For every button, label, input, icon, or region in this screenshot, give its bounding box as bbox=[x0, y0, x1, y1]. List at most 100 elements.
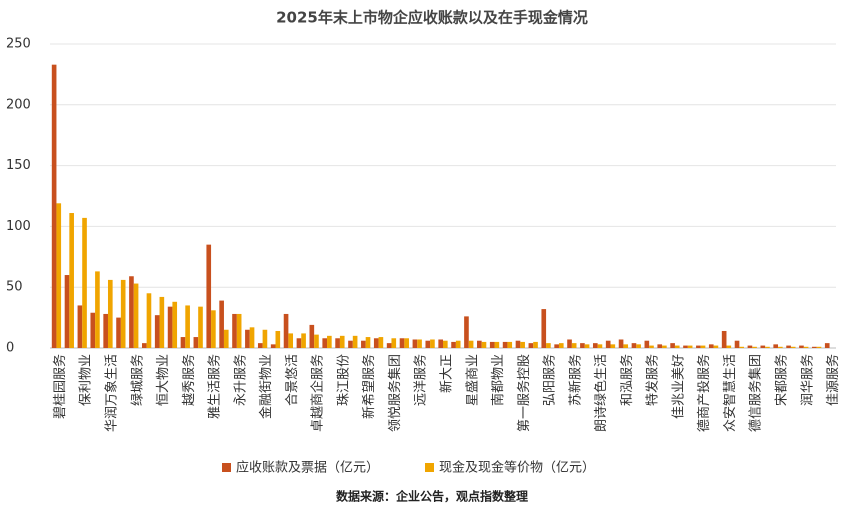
x-tick-label: 弘阳服务 bbox=[542, 354, 558, 406]
x-tick-label: 第一服务控股 bbox=[516, 354, 532, 432]
x-tick-label: 绿城服务 bbox=[129, 354, 145, 406]
bar bbox=[69, 213, 74, 348]
bar bbox=[507, 341, 513, 348]
bar bbox=[352, 335, 358, 348]
bar bbox=[644, 340, 650, 348]
x-tick-label: 德信服务集团 bbox=[748, 354, 764, 432]
bar bbox=[824, 343, 830, 348]
bar bbox=[696, 345, 701, 348]
bar bbox=[51, 64, 57, 348]
legend-swatch bbox=[425, 463, 434, 472]
bar bbox=[580, 343, 585, 348]
bar bbox=[301, 333, 306, 348]
x-tick-label: 新希望服务 bbox=[361, 354, 377, 419]
bar bbox=[683, 345, 688, 348]
bar bbox=[236, 313, 242, 348]
source-note: 数据来源：企业公告，观点指数整理 bbox=[336, 489, 528, 504]
x-tick-label: 永升服务 bbox=[232, 354, 248, 406]
bar bbox=[623, 344, 629, 348]
x-tick-label: 恒大物业 bbox=[156, 354, 171, 406]
bar bbox=[206, 244, 212, 348]
bar bbox=[245, 329, 250, 348]
bar bbox=[533, 341, 538, 348]
bar bbox=[193, 337, 199, 348]
bar bbox=[180, 337, 186, 348]
bar bbox=[546, 343, 551, 348]
bar bbox=[339, 335, 345, 348]
bar bbox=[103, 313, 108, 348]
bar bbox=[520, 341, 525, 348]
bar bbox=[283, 313, 289, 348]
bar bbox=[592, 343, 598, 348]
legend-label: 现金及现金等价物（亿元） bbox=[439, 460, 595, 476]
bar bbox=[494, 341, 500, 348]
bar bbox=[95, 271, 100, 348]
bar bbox=[249, 327, 255, 348]
bar bbox=[211, 310, 216, 348]
bar bbox=[107, 279, 113, 348]
bar bbox=[129, 276, 134, 348]
x-tick-label: 润华服务 bbox=[799, 354, 815, 406]
bar bbox=[747, 345, 753, 348]
x-tick-label: 新大正 bbox=[439, 354, 455, 393]
bar bbox=[636, 344, 641, 348]
bar bbox=[700, 345, 706, 348]
bar bbox=[713, 345, 719, 348]
x-tick-label: 领悦服务集团 bbox=[387, 354, 403, 432]
bar bbox=[528, 343, 534, 348]
bar bbox=[605, 340, 611, 348]
bar bbox=[309, 324, 315, 348]
bar bbox=[773, 344, 779, 348]
bar bbox=[133, 283, 139, 348]
y-tick-label: 0 bbox=[6, 341, 14, 356]
bar bbox=[361, 340, 366, 348]
x-tick-label: 雅生活服务 bbox=[207, 354, 223, 419]
bar bbox=[631, 343, 637, 348]
x-tick-label: 卓越商企服务 bbox=[310, 354, 326, 432]
bar bbox=[56, 203, 62, 348]
bar bbox=[386, 343, 392, 348]
bar bbox=[399, 338, 405, 348]
bar bbox=[464, 316, 469, 348]
bar bbox=[610, 344, 616, 348]
bar bbox=[142, 343, 147, 348]
x-tick-label: 合景悠活 bbox=[285, 354, 300, 406]
x-tick-label: 德商产投服务 bbox=[696, 354, 712, 432]
bar bbox=[172, 301, 178, 348]
bar bbox=[790, 346, 796, 348]
x-tick-label: 保利物业 bbox=[79, 354, 94, 406]
bar bbox=[232, 313, 237, 348]
chart-title: 2025年末上市物企应收账款以及在手现金情况 bbox=[276, 9, 588, 27]
x-tick-label: 珠江股份 bbox=[336, 354, 351, 406]
bar bbox=[412, 339, 418, 348]
bar bbox=[584, 344, 590, 348]
bar bbox=[803, 346, 809, 348]
bar bbox=[116, 317, 121, 348]
bar bbox=[760, 345, 766, 348]
bar bbox=[799, 345, 804, 348]
bar bbox=[708, 344, 714, 348]
bar bbox=[198, 306, 203, 348]
bar bbox=[739, 346, 744, 348]
bar bbox=[554, 344, 559, 348]
x-tick-label: 金融街物业 bbox=[258, 354, 274, 419]
legend-label: 应收账款及票据（亿元） bbox=[236, 460, 379, 476]
bar bbox=[597, 344, 603, 348]
bar bbox=[425, 340, 431, 348]
x-tick-label: 朗诗绿色生活 bbox=[593, 354, 609, 432]
bar bbox=[417, 339, 422, 348]
bar bbox=[721, 330, 727, 348]
bar bbox=[481, 341, 487, 348]
bar bbox=[348, 340, 353, 348]
x-tick-label: 华润万象生活 bbox=[104, 354, 119, 432]
x-tick-label: 佳源服务 bbox=[825, 354, 841, 406]
bar bbox=[662, 345, 667, 348]
y-tick-label: 100 bbox=[6, 219, 31, 234]
bar bbox=[82, 217, 87, 348]
bar bbox=[335, 338, 340, 348]
bar bbox=[391, 338, 397, 348]
bar bbox=[288, 333, 294, 348]
bar bbox=[275, 330, 281, 348]
x-tick-label: 碧桂园服务 bbox=[52, 354, 68, 419]
